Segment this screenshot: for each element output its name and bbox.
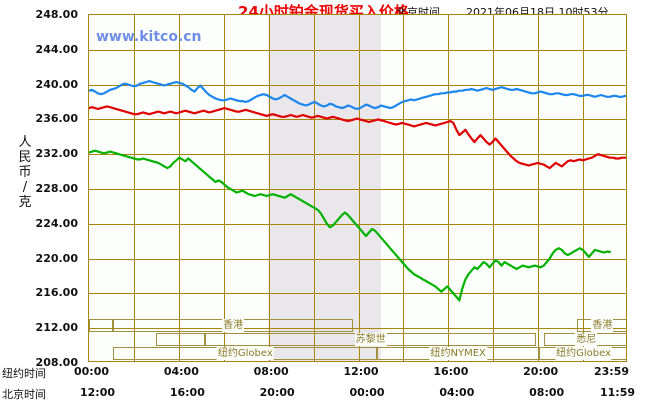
gridline-vertical (134, 15, 135, 361)
x-axis-tick-label: 04:00 (439, 386, 475, 399)
session-bar (156, 333, 205, 346)
x-axis-tick-label: 00:00 (74, 365, 110, 378)
y-axis-title-char: 币 (18, 165, 32, 180)
x-axis-tick-label: 04:00 (163, 365, 199, 378)
session-bar: 悉尼 (544, 333, 626, 346)
session-bar: 香港 (113, 319, 354, 332)
gridline-horizontal (89, 328, 626, 329)
kitco-watermark: www.kitco.cn (96, 29, 202, 45)
y-axis-title-char: 克 (18, 195, 32, 210)
gridline-vertical (359, 15, 360, 361)
x-axis-tick-label: 08:00 (253, 365, 289, 378)
y-axis-title: 人民币 / 克 (18, 135, 32, 210)
x-axis-tick-label: 16:00 (169, 386, 205, 399)
session-bar-label: 纽约Globex (555, 347, 612, 360)
y-axis-tick-label: 216.00 (35, 286, 78, 300)
gridline-horizontal (89, 259, 626, 260)
gridline-horizontal (89, 50, 626, 51)
gridline-horizontal (89, 189, 626, 190)
session-bar: 纽约Globex (539, 347, 626, 360)
gridline-vertical (538, 15, 539, 361)
session-bar-label: 悉尼 (575, 333, 598, 346)
gridline-vertical (583, 15, 584, 361)
gridline-vertical (179, 15, 180, 361)
x-axis-tick-label: 08:00 (529, 386, 565, 399)
session-bar (89, 319, 114, 332)
x-axis-tick-label: 12:00 (343, 365, 379, 378)
y-axis-tick-label: 212.00 (35, 321, 78, 335)
chart-plot-area: www.kitco.cn 香港苏黎世纽约Globex 纽约NYMEX 纽约Globe… (88, 14, 627, 362)
session-bar-label: 香港 (591, 319, 614, 332)
session-bar-label: 香港 (222, 319, 245, 332)
series-line-2 (89, 149, 612, 302)
y-axis-tick-label: 248.00 (35, 8, 78, 21)
gridline-horizontal (89, 154, 626, 155)
gridline-vertical (269, 15, 270, 361)
gridline-vertical (314, 15, 315, 361)
session-bar: 香港 (576, 319, 626, 332)
y-axis-tick-label: 244.00 (35, 42, 78, 56)
y-axis-tick-label: 208.00 (35, 356, 78, 369)
x-axis-row-name: 纽约时间 (2, 367, 46, 380)
chart-series (89, 79, 626, 302)
x-axis-tick-label: 16:00 (433, 365, 469, 378)
series-line-0 (89, 79, 626, 111)
gridline-vertical (224, 15, 225, 361)
gridline-horizontal (89, 85, 626, 86)
y-axis-tick-label: 240.00 (35, 77, 78, 91)
session-bar: 苏黎世 (204, 333, 537, 346)
session-bar-label: 纽约Globex (216, 347, 274, 360)
x-axis-tick-label: 11:59 (600, 386, 636, 399)
nymex-session-shading (267, 15, 382, 361)
x-axis-tick-label: 20:00 (523, 365, 559, 378)
session-bars: 香港 苏黎世 纽约Globex 纽约NYMEX 纽约Globex 悉尼 香港 (89, 317, 626, 361)
y-axis-tick-label: 236.00 (35, 112, 78, 126)
x-axis-row-name: 北京时间 (2, 388, 46, 401)
x-axis-tick-label: 20:00 (259, 386, 295, 399)
gridline-horizontal (89, 293, 626, 294)
y-axis-tick-label: 228.00 (35, 182, 78, 195)
gridline-vertical (403, 15, 404, 361)
session-bar: 纽约NYMEX (377, 347, 540, 360)
gridline-vertical (493, 15, 494, 361)
session-bar-label: 苏黎世 (354, 333, 387, 346)
y-axis-title-char: 人 (18, 135, 32, 150)
y-axis-title-char: / (22, 180, 28, 195)
session-bar-label: 纽约NYMEX (429, 347, 487, 360)
series-line-1 (89, 105, 626, 170)
x-axis-tick-label: 00:00 (349, 386, 385, 399)
gridline-vertical (448, 15, 449, 361)
y-axis-tick-label: 232.00 (35, 147, 78, 161)
x-axis-tick-label: 12:00 (80, 386, 116, 399)
session-bar: 纽约Globex (113, 347, 378, 360)
y-axis-title-char: 民 (18, 150, 32, 165)
y-axis-tick-label: 220.00 (35, 251, 78, 265)
x-axis-tick-label: 23:59 (594, 365, 630, 378)
y-axis-tick-label: 224.00 (35, 216, 78, 230)
